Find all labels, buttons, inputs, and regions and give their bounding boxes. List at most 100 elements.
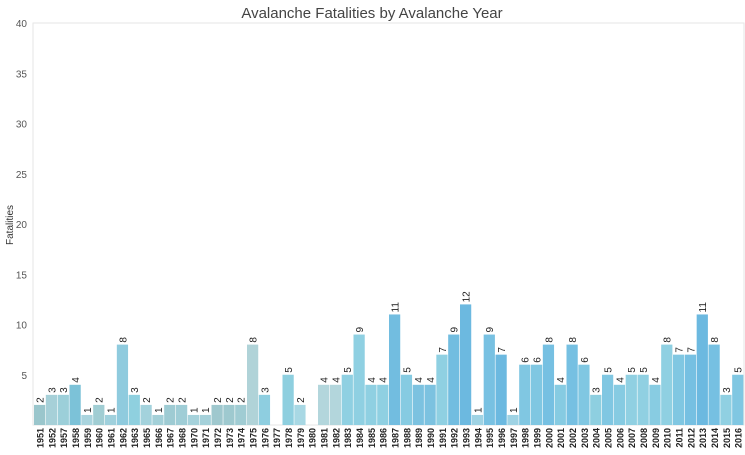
x-tick-label: 1979 <box>296 428 306 448</box>
bar <box>460 304 472 425</box>
x-tick-label: 1961 <box>106 428 116 448</box>
bar <box>483 334 495 425</box>
x-tick-label: 1992 <box>450 428 460 448</box>
x-tick-label: 1974 <box>237 428 247 448</box>
x-tick-label: 1967 <box>166 428 176 448</box>
x-tick-label: 1993 <box>461 428 471 448</box>
bar <box>507 414 519 425</box>
x-tick-label: 2011 <box>674 428 684 448</box>
x-tick-label: 2004 <box>592 428 602 448</box>
bar <box>613 384 626 425</box>
x-axis: 1951 1952 1957 1958 1959 1960 1961 1962 1963 1965… <box>35 428 743 448</box>
x-tick-label: 1989 <box>414 428 424 448</box>
bar <box>495 354 507 425</box>
x-tick-label: 2013 <box>698 428 708 448</box>
bar-value-label: 1 <box>154 407 165 413</box>
x-tick-label: 1963 <box>130 428 140 448</box>
x-tick-label: 1958 <box>71 428 81 448</box>
x-tick-label: 1977 <box>272 428 282 448</box>
bar-value-label: 2 <box>166 397 177 403</box>
bar-value-label: 1 <box>83 407 94 413</box>
bar-value-label: 6 <box>580 357 591 363</box>
x-tick-label: 1971 <box>201 428 211 448</box>
bar-value-label: 3 <box>47 387 58 393</box>
y-axis: 5 10 15 20 25 30 35 40 <box>16 19 28 382</box>
bar <box>164 404 176 425</box>
x-tick-label: 1996 <box>497 428 507 448</box>
bar <box>708 344 720 425</box>
bar-value-label: 4 <box>615 377 626 383</box>
x-tick-label: 1982 <box>331 428 341 448</box>
x-tick-label: 1985 <box>367 428 377 448</box>
bar <box>389 314 401 425</box>
bar <box>625 374 637 425</box>
bar <box>140 404 152 425</box>
bar-value-label: 6 <box>532 357 543 363</box>
x-tick-label: 1991 <box>438 428 448 448</box>
bar <box>448 334 460 425</box>
x-tick-label: 1970 <box>189 428 199 448</box>
x-tick-label: 1975 <box>248 428 258 448</box>
bar <box>116 344 129 425</box>
bar <box>93 404 105 425</box>
y-tick-label: 15 <box>16 270 28 281</box>
bar <box>318 384 330 425</box>
bar <box>282 374 294 425</box>
y-axis-label: Fatalities <box>5 205 16 245</box>
bar <box>602 374 614 425</box>
bar-value-label: 9 <box>355 327 366 333</box>
bar-value-label: 2 <box>142 397 153 403</box>
x-tick-label: 1981 <box>319 428 329 448</box>
bar-value-label: 5 <box>734 367 745 373</box>
bar <box>294 404 306 425</box>
x-tick-label: 2015 <box>722 428 732 448</box>
bar <box>81 414 93 425</box>
bar-value-label: 3 <box>260 387 271 393</box>
bar <box>329 384 342 425</box>
x-tick-label: 2006 <box>615 428 625 448</box>
bars <box>34 304 744 425</box>
x-tick-label: 1960 <box>95 428 105 448</box>
bar-value-label: 8 <box>663 337 674 343</box>
bar <box>69 384 81 425</box>
x-tick-label: 1965 <box>142 428 152 448</box>
bar-value-label: 8 <box>118 337 129 343</box>
bar-value-label: 1 <box>189 407 200 413</box>
bar <box>353 334 365 425</box>
bar <box>519 364 531 425</box>
bar-value-label: 2 <box>237 397 248 403</box>
bar <box>45 394 58 425</box>
x-tick-label: 1984 <box>355 428 365 448</box>
bar-value-label: 11 <box>390 302 401 313</box>
x-tick-label: 2010 <box>663 428 673 448</box>
bar <box>400 374 413 425</box>
y-tick-label: 20 <box>16 220 28 231</box>
bar-value-label: 8 <box>568 337 579 343</box>
x-tick-label: 1966 <box>154 428 164 448</box>
bar-value-label: 6 <box>521 357 532 363</box>
bar-value-label: 4 <box>367 377 378 383</box>
x-tick-label: 1999 <box>532 428 542 448</box>
bar-value-label: 11 <box>698 302 709 313</box>
x-tick-label: 2008 <box>639 428 649 448</box>
x-tick-label: 1962 <box>118 428 128 448</box>
bar-value-label: 4 <box>651 377 662 383</box>
x-tick-label: 1994 <box>473 428 483 448</box>
x-tick-label: 1988 <box>402 428 412 448</box>
bar-value-label: 1 <box>106 407 117 413</box>
bar-value-label: 4 <box>71 377 82 383</box>
x-tick-label: 1987 <box>390 428 400 448</box>
bar <box>566 344 578 425</box>
x-tick-label: 1983 <box>343 428 353 448</box>
bar <box>176 404 188 425</box>
bar <box>554 384 566 425</box>
bar <box>377 384 389 425</box>
bar-value-label: 1 <box>509 407 520 413</box>
x-tick-label: 1973 <box>225 428 235 448</box>
bar-value-label: 2 <box>296 397 307 403</box>
bar-value-label: 4 <box>319 377 330 383</box>
bar-value-label: 5 <box>343 367 354 373</box>
x-tick-label: 2001 <box>556 428 566 448</box>
bar-value-label: 7 <box>438 347 449 353</box>
bar <box>542 344 555 425</box>
